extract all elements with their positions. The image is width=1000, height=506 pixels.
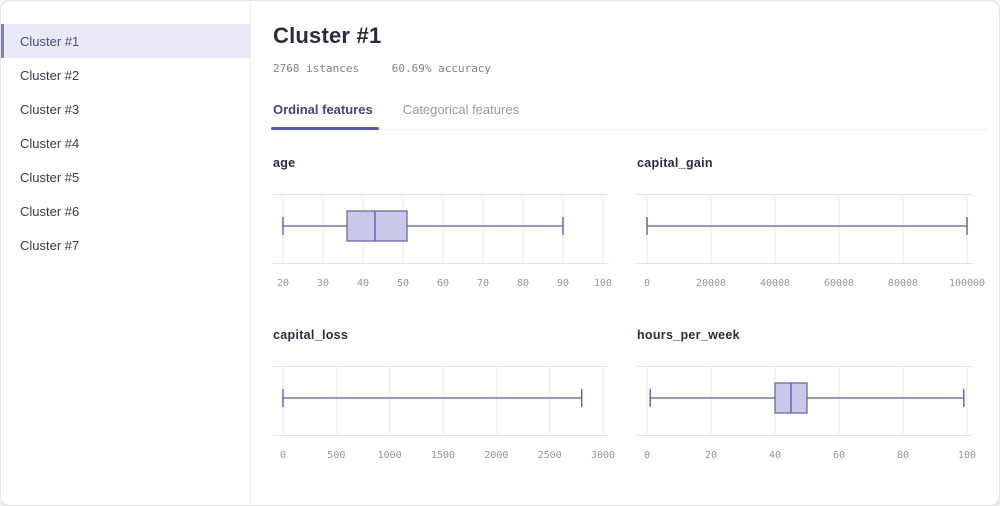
tab-ordinal-features[interactable]: Ordinal features <box>271 102 379 130</box>
tick-label: 2500 <box>538 450 562 461</box>
tick-label: 40 <box>357 278 369 289</box>
tick-label: 60000 <box>824 278 854 289</box>
tick-label: 0 <box>644 450 650 461</box>
main-panel: Cluster #1 2768 istances 60.69% accuracy… <box>251 1 999 505</box>
tick-label: 0 <box>280 450 286 461</box>
sidebar-item-cluster-1[interactable]: Cluster #1 <box>1 24 250 58</box>
sidebar-item-cluster-5[interactable]: Cluster #5 <box>20 169 80 185</box>
tick-label: 70 <box>477 278 489 289</box>
tick-label: 100000 <box>949 278 985 289</box>
accuracy-value: 60.69% accuracy <box>391 62 492 75</box>
tick-label: 1500 <box>431 450 455 461</box>
tick-label: 50 <box>397 278 409 289</box>
chart-hours_per_week: hours_per_week 0 20 40 60 80 100 <box>637 328 976 464</box>
tick-label: 100 <box>958 450 976 461</box>
sidebar-item-cluster-7[interactable]: Cluster #7 <box>20 237 80 253</box>
tick-label: 1000 <box>378 450 402 461</box>
feature-tabs: Ordinal features Categorical features <box>271 102 979 130</box>
sidebar-item-cluster-6[interactable]: Cluster #6 <box>20 203 80 219</box>
tick-label: 80000 <box>888 278 918 289</box>
sidebar-item-cluster-4[interactable]: Cluster #4 <box>20 135 80 151</box>
chart-age: age 20 30 40 50 60 70 80 90 100 <box>273 156 612 292</box>
sidebar-item-cluster-2[interactable]: Cluster #2 <box>20 67 80 83</box>
tick-label: 90 <box>557 278 569 289</box>
tick-label: 40000 <box>760 278 790 289</box>
chart-title: hours_per_week <box>637 328 740 342</box>
tab-categorical-features[interactable]: Categorical features <box>402 102 520 117</box>
tick-label: 80 <box>897 450 909 461</box>
cluster-stats: 2768 istances 60.69% accuracy <box>273 62 979 75</box>
tick-label: 3000 <box>591 450 615 461</box>
chart-title: capital_loss <box>273 328 349 342</box>
tick-label: 20000 <box>696 278 726 289</box>
boxplot-capital_loss: 0 500 1000 1500 2000 2500 3000 <box>273 366 615 461</box>
chart-capital_loss: capital_loss 0 500 1000 1500 2000 2500 3000 <box>273 328 615 464</box>
tick-label: 500 <box>327 450 345 461</box>
tick-label: 30 <box>317 278 329 289</box>
cluster-sidebar: Cluster #1 Cluster #2 Cluster #3 Cluster #4… <box>1 1 251 505</box>
charts-grid: age 20 30 40 50 60 70 80 90 100 capital_gain 0 20000… <box>273 156 985 464</box>
chart-title: capital_gain <box>637 156 713 170</box>
tick-label: 60 <box>833 450 845 461</box>
boxplot-capital_gain: 0 20000 40000 60000 80000 100000 <box>637 194 985 289</box>
tick-label: 60 <box>437 278 449 289</box>
tabs-divider <box>273 129 987 130</box>
tick-label: 20 <box>277 278 289 289</box>
tick-label: 40 <box>769 450 781 461</box>
tick-label: 20 <box>705 450 717 461</box>
tick-label: 2000 <box>484 450 508 461</box>
boxplot-age: 20 30 40 50 60 70 80 90 100 <box>273 194 612 289</box>
tick-label: 100 <box>594 278 612 289</box>
tick-label: 0 <box>644 278 650 289</box>
boxplot-hours_per_week: 0 20 40 60 80 100 <box>637 366 976 461</box>
tick-label: 80 <box>517 278 529 289</box>
chart-title: age <box>273 156 296 170</box>
page-title: Cluster #1 <box>273 23 382 48</box>
sidebar-item-cluster-3[interactable]: Cluster #3 <box>20 101 80 117</box>
instances-count: 2768 istances <box>273 62 360 75</box>
chart-capital_gain: capital_gain 0 20000 40000 60000 80000 100000 <box>637 156 985 292</box>
